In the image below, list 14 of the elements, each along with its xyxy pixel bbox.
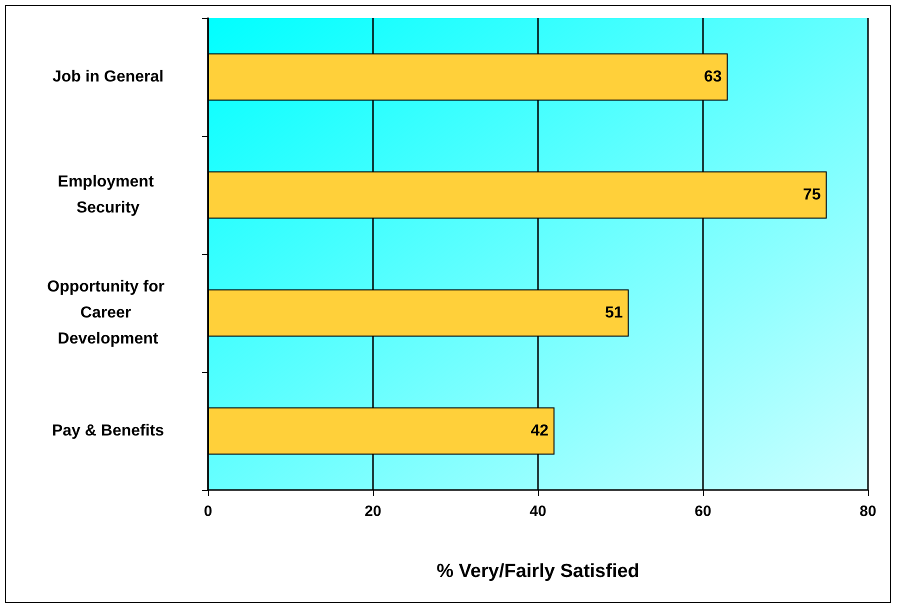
x-tick-label: 80 (860, 503, 876, 520)
x-tick-label: 40 (530, 503, 546, 520)
x-axis-title: % Very/Fairly Satisfied (436, 561, 640, 582)
y-tick-label: Pay & Benefits (52, 422, 164, 440)
x-tick-label: 20 (364, 503, 382, 520)
data-label: 63 (704, 68, 722, 86)
y-tick-label: Opportunity for Career Development (47, 278, 169, 348)
data-label: 51 (604, 304, 623, 322)
x-tick-label: 0 (204, 503, 212, 520)
data-label: 75 (802, 186, 821, 204)
x-tick-label: 60 (694, 503, 712, 520)
data-label: 42 (530, 422, 549, 440)
y-tick-label: Employment Security (58, 174, 158, 216)
y-tick-label: Job in General (52, 68, 164, 86)
